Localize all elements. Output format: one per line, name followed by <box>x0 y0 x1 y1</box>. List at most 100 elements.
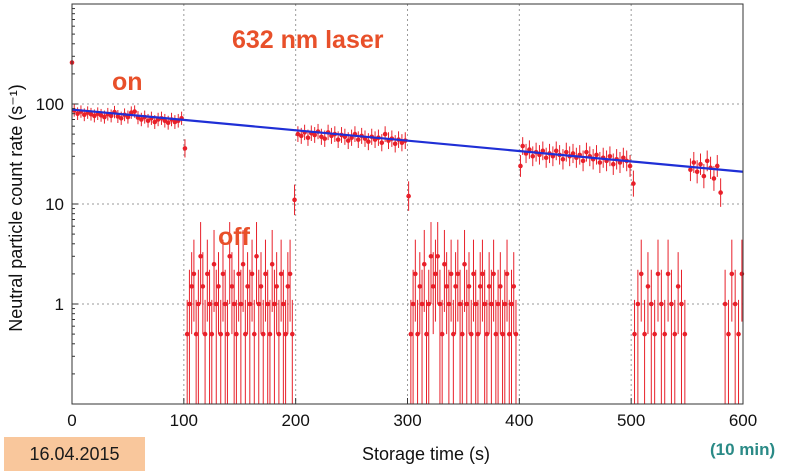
laser-off-point <box>437 301 443 307</box>
laser-off-point <box>281 301 286 307</box>
laser-off-point <box>207 301 212 307</box>
laser-on-point <box>305 135 311 141</box>
laser-off-point <box>459 331 465 337</box>
laser-off-point <box>453 284 458 289</box>
laser-on-point <box>139 117 144 122</box>
laser-off-point <box>421 261 427 267</box>
laser-off-point <box>236 271 241 277</box>
laser-off-point <box>729 271 735 277</box>
laser-off-point <box>495 301 501 307</box>
laser-off-point <box>426 301 432 307</box>
laser-on-point <box>518 163 523 169</box>
laser-off-point <box>231 301 237 307</box>
x-tick-label: 500 <box>617 411 645 430</box>
laser-on-point <box>118 115 124 121</box>
laser-off-point <box>285 284 291 289</box>
y-tick-label: 1 <box>55 295 64 314</box>
laser-off-point <box>222 301 228 307</box>
laser-off-point <box>238 301 244 307</box>
laser-off-point <box>509 301 514 307</box>
laser-off-point <box>457 301 463 307</box>
laser-off-point <box>491 271 496 277</box>
laser-off-point <box>473 301 479 307</box>
laser-on-point <box>570 151 576 156</box>
laser-on-point <box>714 163 720 169</box>
laser-on-point <box>627 163 633 169</box>
laser-on-point <box>694 169 700 175</box>
fit-line <box>71 108 744 173</box>
laser-off-point <box>468 331 474 337</box>
laser-off-point <box>258 284 264 289</box>
laser-on-point <box>382 131 388 137</box>
laser-off-point <box>439 331 445 337</box>
laser-off-point <box>240 261 246 267</box>
laser-off-point <box>442 261 447 267</box>
laser-off-point <box>451 331 456 337</box>
laser-off-point <box>655 271 661 277</box>
laser-off-point <box>410 301 416 307</box>
laser-on-point <box>704 158 710 164</box>
laser-off-point <box>480 271 485 277</box>
laser-off-point <box>193 331 199 337</box>
error-bars <box>71 58 743 404</box>
x-tick-label: 400 <box>505 411 533 430</box>
laser-off-point <box>274 284 279 289</box>
laser-off-point <box>408 331 414 337</box>
laser-off-point <box>669 301 674 307</box>
laser-off-point <box>736 331 741 337</box>
laser-off-point <box>484 331 490 337</box>
laser-off-point <box>272 301 277 307</box>
x-axis-title: Storage time (s) <box>362 444 490 464</box>
laser-off-point <box>202 331 208 337</box>
laser-off-point <box>428 253 434 259</box>
laser-off-point <box>632 331 637 337</box>
laser-on-point <box>584 149 589 155</box>
laser-off-point <box>682 331 688 337</box>
laser-off-point <box>482 301 487 307</box>
laser-off-point <box>227 253 232 259</box>
laser-off-point <box>187 301 192 307</box>
laser-off-point <box>648 301 654 307</box>
laser-off-point <box>504 271 510 277</box>
laser-off-point <box>198 253 203 259</box>
duration-note: (10 min) <box>710 440 776 459</box>
laser-off-point <box>213 301 219 307</box>
laser-on-point <box>322 136 328 141</box>
laser-off-point <box>263 271 268 277</box>
laser-on-point <box>75 111 80 116</box>
laser-on-point <box>319 134 324 140</box>
laser-off-point <box>413 271 418 277</box>
laser-on-point <box>594 152 599 158</box>
grid-lines <box>72 4 743 404</box>
x-tick-label: 600 <box>729 411 757 430</box>
laser-off-point <box>196 301 201 307</box>
laser-off-point <box>424 331 429 337</box>
laser-off-point <box>477 284 483 289</box>
laser-on-point <box>718 190 723 195</box>
laser-on-point <box>132 109 137 114</box>
laser-off-point <box>475 331 481 337</box>
laser-off-point <box>278 271 284 277</box>
laser-off-point <box>243 331 248 337</box>
laser-off-point <box>430 284 436 289</box>
laser-on-point <box>379 140 385 146</box>
laser-off-point <box>462 261 467 267</box>
laser-off-point <box>256 301 262 307</box>
laser-on-point <box>688 167 693 173</box>
laser-on-point <box>165 120 171 126</box>
laser-off-point <box>251 331 257 337</box>
fit-line-group <box>71 108 744 173</box>
x-tick-label: 300 <box>393 411 421 430</box>
laser-off-point <box>283 331 288 337</box>
laser-off-point <box>269 261 275 267</box>
laser-off-point <box>276 331 282 337</box>
laser-on-point <box>145 118 151 124</box>
laser-on-point <box>355 137 361 142</box>
laser-on-point <box>292 197 297 203</box>
laser-off-point <box>493 331 499 337</box>
laser-off-point <box>726 331 731 337</box>
laser-on-point <box>312 132 317 138</box>
laser-off-point <box>184 331 190 337</box>
laser-off-point <box>638 271 644 277</box>
